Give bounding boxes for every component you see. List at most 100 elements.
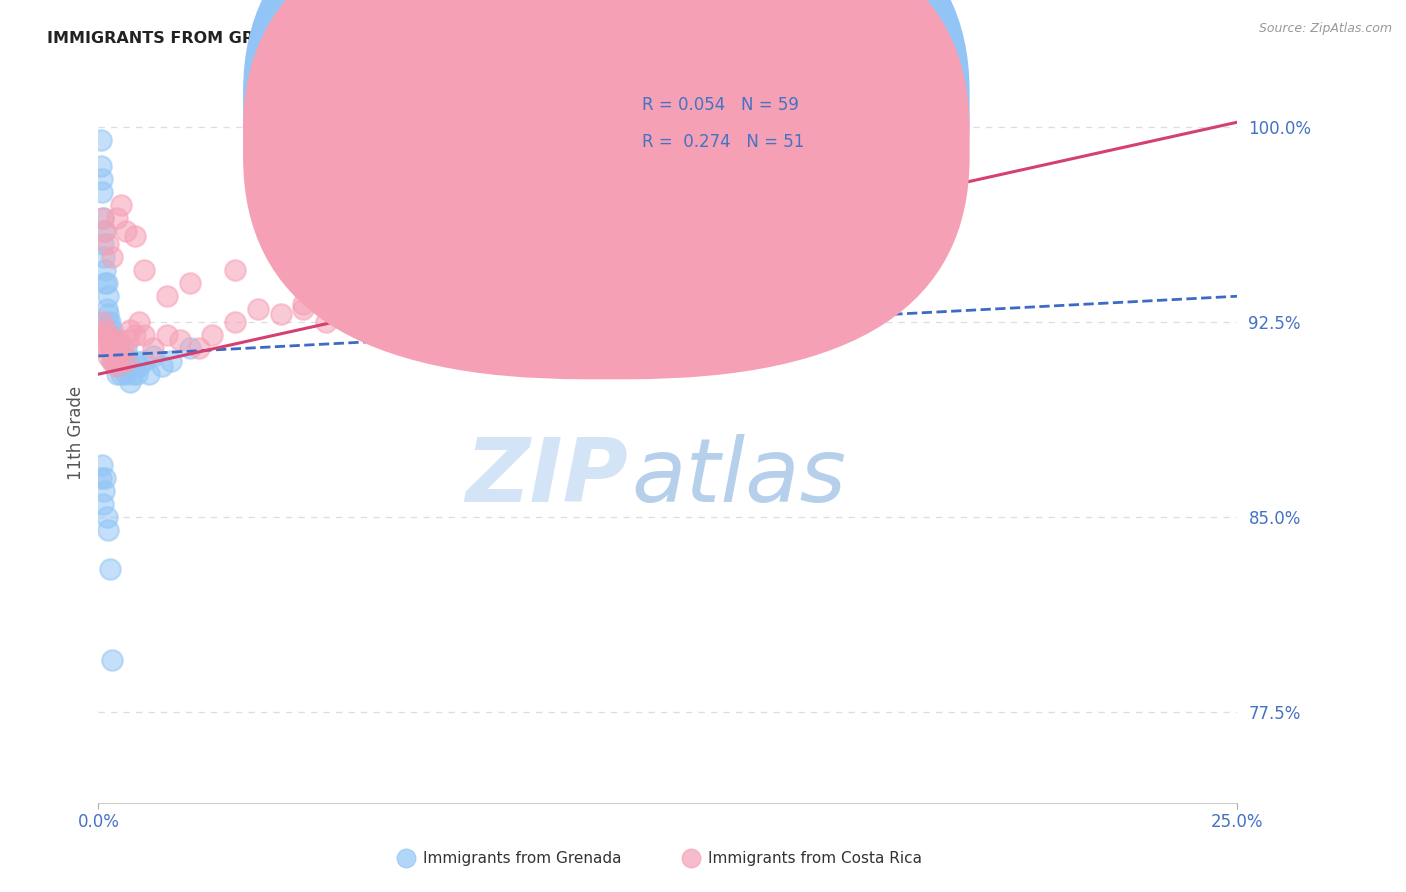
Point [105,349,128,363]
Point [142,341,165,355]
Point [160,354,183,368]
Point [97,349,120,363]
Point [94,471,117,485]
Point [105,367,128,381]
Point [112,341,135,355]
Point [315,315,337,329]
Point [110,354,132,368]
Point [93,334,115,348]
Point [187,341,209,355]
Point [100,334,122,348]
Point [100,341,122,355]
Point [91,315,114,329]
Point [91,186,114,200]
Point [120,375,142,389]
Point [104,359,127,374]
Text: Source: ZipAtlas.com: Source: ZipAtlas.com [1258,22,1392,36]
Point [124,229,146,244]
Point [96,277,118,291]
Point [94,277,117,291]
Point [110,198,132,212]
Point [138,367,160,381]
Point [91,237,114,252]
Point [110,354,132,368]
Point [114,341,136,355]
Point [101,323,124,337]
Point [108,341,131,355]
Point [98,562,121,576]
Point [101,653,124,667]
Point [107,334,129,348]
Point [103,334,125,348]
Point [132,263,155,277]
Point [117,334,139,348]
Point [90,133,112,147]
Point [91,211,114,226]
Point [105,354,128,368]
Point [103,354,125,368]
Point [96,302,118,317]
Point [114,354,136,368]
Point [108,359,131,374]
Point [406,289,429,303]
Point [201,328,224,343]
Point [108,341,131,355]
Point [96,307,118,321]
Point [96,237,118,252]
Point [124,354,146,368]
FancyBboxPatch shape [243,0,970,379]
Point [112,349,135,363]
Text: R =  0.274   N = 51: R = 0.274 N = 51 [641,134,804,152]
Point [156,328,179,343]
Point [121,367,143,381]
Text: Immigrants from Grenada: Immigrants from Grenada [423,851,621,866]
Point [117,354,139,368]
Point [132,328,155,343]
Point [156,289,179,303]
Point [112,359,135,374]
Point [96,289,118,303]
FancyBboxPatch shape [565,81,941,185]
Point [90,471,112,485]
Point [97,315,120,329]
Point [360,302,382,317]
Text: Immigrants from Costa Rica: Immigrants from Costa Rica [707,851,922,866]
Point [101,341,124,355]
Point [96,328,118,343]
Point [114,367,136,381]
Point [124,328,146,343]
Point [142,349,165,363]
Point [224,315,246,329]
Point [93,484,115,499]
Point [98,315,121,329]
Point [169,334,191,348]
Text: atlas: atlas [631,434,846,520]
Point [103,349,125,363]
Point [91,172,114,186]
Point [96,510,118,524]
Point [101,354,124,368]
Point [90,458,112,472]
Point [98,334,121,348]
Point [179,277,201,291]
Point [90,159,112,173]
Point [97,328,120,343]
Point [292,302,315,317]
Point [91,211,114,226]
Point [246,302,269,317]
Point [110,367,132,381]
Point [128,359,150,374]
Point [337,289,360,303]
Point [104,341,127,355]
Point [96,341,118,355]
Text: ZIP: ZIP [465,434,628,521]
Point [93,224,115,238]
Point [94,263,117,277]
Point [127,367,149,381]
Text: IMMIGRANTS FROM GRENADA VS IMMIGRANTS FROM COSTA RICA 11TH GRADE CORRELATION CHA: IMMIGRANTS FROM GRENADA VS IMMIGRANTS FR… [48,31,959,46]
Point [292,297,315,311]
Point [114,224,136,238]
Point [105,211,128,226]
Point [270,307,292,321]
Point [384,277,406,291]
